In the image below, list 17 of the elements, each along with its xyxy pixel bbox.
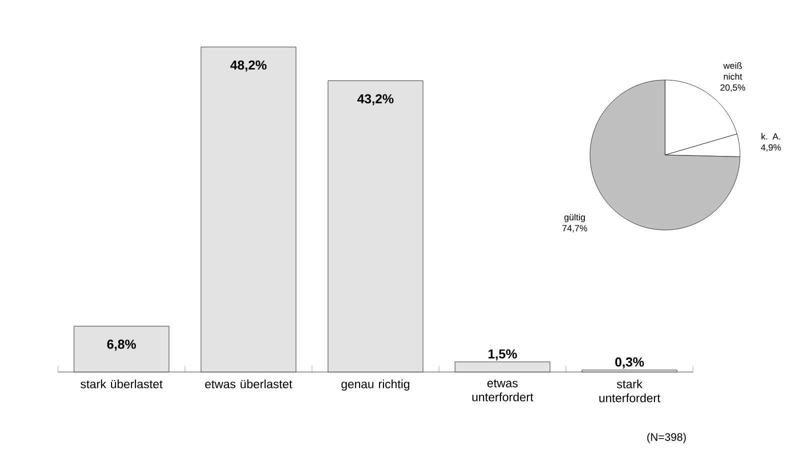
- x-tick-label: etwas überlastet: [205, 380, 292, 388]
- slice-label: gültig: [564, 214, 585, 222]
- data-label: 0,3%: [615, 357, 644, 368]
- data-label: 48,2%: [230, 60, 267, 72]
- x-tick-label: etwas unterfordert: [472, 380, 534, 402]
- data-label: 43,2%: [357, 94, 394, 106]
- data-label: 74,7%: [562, 225, 588, 232]
- data-label: 1,5%: [488, 349, 517, 360]
- text: (N=398): [647, 432, 686, 444]
- data-label: 4,9%: [760, 144, 781, 152]
- data-label: 6,8%: [107, 340, 136, 351]
- x-tick-label: genau richtig: [341, 380, 410, 391]
- x-tick-label: stark unterfordert: [599, 380, 660, 402]
- data-label: 20,5%: [720, 84, 746, 92]
- slice-label: weiß nicht: [723, 62, 742, 80]
- x-tick-label: stark überlastet: [80, 380, 163, 388]
- slice-label: k. A.: [762, 133, 780, 140]
